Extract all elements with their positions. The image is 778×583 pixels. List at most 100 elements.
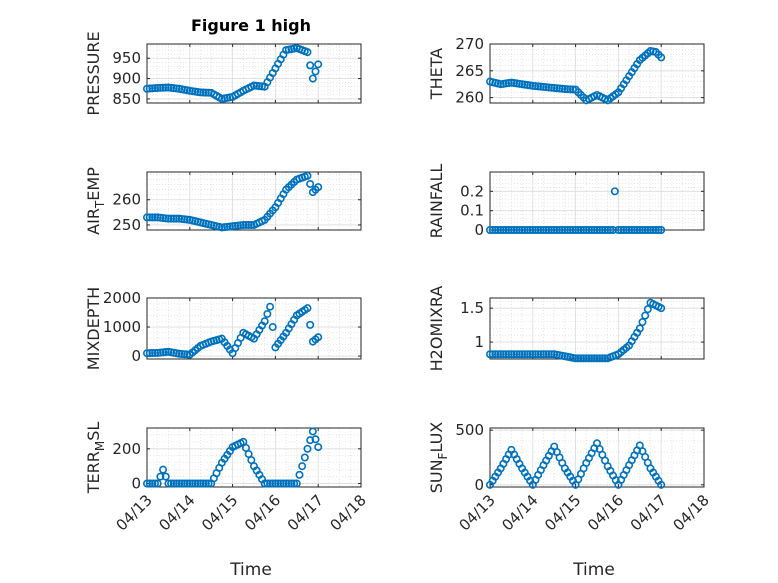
data-point (263, 479, 272, 488)
data-point (143, 84, 152, 93)
data-point (308, 74, 317, 83)
data-point (510, 226, 519, 235)
data-point (292, 479, 301, 488)
subplot-1: 850 900 950 PRESSURE (84, 31, 362, 116)
data-point (528, 350, 537, 359)
axes-box (146, 297, 362, 360)
x-tick-label: 04/14 (155, 491, 198, 534)
data-point (507, 350, 516, 359)
data-point (601, 354, 610, 363)
data-point (303, 171, 312, 180)
data-point (201, 479, 210, 488)
axes-box (489, 427, 705, 488)
data-point (574, 354, 583, 363)
data-point (180, 350, 189, 359)
data-point (148, 479, 157, 488)
data-point (244, 220, 253, 229)
y-label-rest: SL (84, 422, 103, 441)
data-point (657, 304, 666, 313)
data-point (169, 214, 178, 223)
data-point (183, 479, 192, 488)
y-tick-label: 0.1 (460, 202, 484, 220)
data-point (276, 479, 285, 488)
x-tick-label: 04/17 (627, 491, 670, 534)
data-point (177, 349, 186, 358)
data-point (167, 479, 176, 488)
y-axis-label: TERRMSL (84, 422, 107, 495)
data-point (496, 350, 505, 359)
data-point (151, 213, 160, 222)
data-markers (143, 171, 323, 232)
y-tick-label: 260 (112, 191, 141, 209)
data-point (587, 226, 596, 235)
data-point (169, 479, 178, 488)
data-point (282, 479, 291, 488)
data-point (550, 226, 559, 235)
y-tick-label: 900 (112, 70, 141, 88)
subplot-7: 0 200 04/13 04/14 04/15 04/16 04/17 04/18 TERRMS… (84, 422, 370, 535)
data-point (196, 479, 205, 488)
data-point (630, 226, 639, 235)
data-point (241, 220, 250, 229)
data-point (314, 443, 323, 452)
data-point (266, 479, 275, 488)
y-tick-label: 500 (455, 421, 484, 439)
x-tick-label: 04/16 (584, 491, 627, 534)
data-point (196, 88, 205, 97)
data-point (145, 349, 154, 358)
data-point (156, 472, 165, 481)
data-point (635, 226, 644, 235)
data-point (625, 226, 634, 235)
axes-box (146, 43, 362, 104)
data-point (595, 226, 604, 235)
y-axis-label: AIRTEMP (84, 167, 107, 235)
data-point (260, 317, 269, 326)
data-point (488, 350, 497, 359)
data-point (576, 354, 585, 363)
data-point (638, 226, 647, 235)
y-label-rest: EMP (84, 167, 103, 201)
data-point (609, 226, 618, 235)
subplot-2: 260 265 270 THETA (427, 35, 705, 107)
data-point (311, 435, 320, 444)
data-point (507, 226, 516, 235)
data-point (523, 350, 532, 359)
data-point (614, 226, 623, 235)
x-tick-label: 04/18 (327, 491, 370, 534)
data-point (587, 354, 596, 363)
data-point (534, 226, 543, 235)
data-point (571, 354, 580, 363)
data-point (595, 354, 604, 363)
data-point (641, 226, 650, 235)
data-point (143, 479, 152, 488)
data-point (303, 444, 312, 453)
y-tick-label: 0 (474, 221, 484, 239)
data-point (143, 349, 152, 358)
data-point (547, 226, 556, 235)
data-point (598, 226, 607, 235)
data-point (303, 48, 312, 57)
data-point (156, 83, 165, 92)
y-tick-label: 260 (455, 89, 484, 107)
data-point (619, 226, 628, 235)
data-point (185, 479, 194, 488)
data-point (649, 226, 658, 235)
data-point (268, 479, 277, 488)
data-point (485, 350, 494, 359)
subplot-4: 00.1 0.2 RAINFALL (427, 164, 705, 239)
y-tick-label: 850 (112, 90, 141, 108)
data-point (531, 350, 540, 359)
data-point (167, 214, 176, 223)
data-point (172, 214, 181, 223)
y-tick-label: 270 (455, 35, 484, 53)
data-point (579, 354, 588, 363)
axes-box (146, 427, 362, 488)
data-point (574, 226, 583, 235)
y-axis-label: RAINFALL (427, 164, 446, 239)
data-markers (143, 44, 323, 103)
y-tick-label: 0 (474, 476, 484, 494)
data-point (657, 480, 666, 489)
data-point (520, 226, 529, 235)
y-label-main: SUN (427, 459, 446, 493)
data-point (544, 226, 553, 235)
